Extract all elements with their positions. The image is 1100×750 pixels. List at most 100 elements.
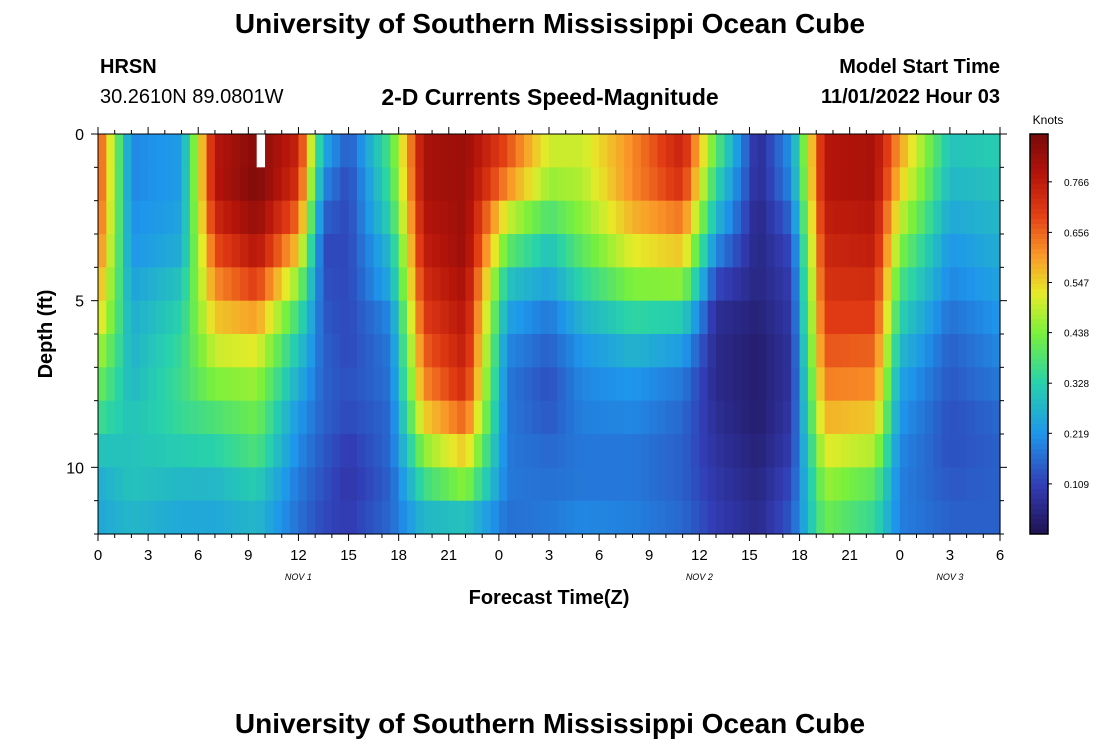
- heatmap-cell: [874, 200, 884, 235]
- colorbar-swatch: [1030, 339, 1048, 345]
- heatmap-cell: [114, 300, 124, 335]
- heatmap-cell: [974, 467, 984, 502]
- heatmap-cell: [949, 400, 959, 435]
- heatmap-cell: [849, 134, 859, 168]
- heatmap-cell: [373, 467, 383, 502]
- heatmap-cell: [265, 300, 274, 335]
- heatmap-cell: [273, 300, 283, 335]
- heatmap-cell: [649, 467, 659, 502]
- heatmap-cell: [365, 267, 375, 302]
- heatmap-cell: [315, 434, 325, 468]
- heatmap-cell: [816, 267, 826, 302]
- heatmap-cell: [724, 434, 734, 468]
- heatmap-cell: [381, 400, 391, 435]
- heatmap-cell: [407, 334, 416, 368]
- heatmap-cell: [791, 400, 801, 435]
- heatmap-cell: [607, 400, 617, 435]
- heatmap-cell: [615, 200, 625, 235]
- heatmap-cell: [849, 400, 859, 435]
- heatmap-cell: [323, 267, 333, 302]
- heatmap-cell: [106, 234, 116, 268]
- heatmap-cell: [757, 167, 767, 202]
- heatmap-cell: [156, 367, 166, 402]
- heatmap-cell: [899, 267, 909, 302]
- heatmap-cell: [173, 334, 183, 368]
- heatmap-cell: [356, 200, 366, 235]
- heatmap-cell: [866, 434, 876, 468]
- heatmap-cell: [916, 434, 926, 468]
- colorbar-tick-label: 0.766: [1064, 178, 1089, 189]
- heatmap-cell: [941, 400, 951, 435]
- colorbar-swatch: [1030, 299, 1048, 305]
- heatmap-cell: [390, 434, 400, 468]
- heatmap-cell: [732, 334, 742, 368]
- heatmap-cell: [724, 134, 734, 168]
- heatmap-cell: [816, 467, 826, 502]
- heatmap-cell: [966, 500, 976, 535]
- heatmap-cell: [891, 434, 901, 468]
- heatmap-cell: [816, 434, 826, 468]
- heatmap-cell: [682, 434, 692, 468]
- heatmap-cell: [615, 134, 625, 168]
- heatmap-cell: [916, 267, 926, 302]
- heatmap-cell: [323, 134, 333, 168]
- x-tick-label: 0: [896, 547, 904, 564]
- heatmap-cell: [832, 500, 842, 535]
- heatmap-cell: [106, 500, 116, 535]
- heatmap-cell: [849, 434, 859, 468]
- heatmap-cell: [832, 300, 842, 335]
- heatmap-cell: [373, 500, 383, 535]
- x-tick-label: 6: [194, 547, 202, 564]
- heatmap-cell: [98, 467, 107, 502]
- colorbar-swatch: [1030, 489, 1048, 495]
- heatmap-cell: [674, 134, 684, 168]
- heatmap-cell: [356, 234, 366, 268]
- heatmap-cell: [432, 467, 442, 502]
- heatmap-cell: [432, 367, 442, 402]
- heatmap-cell: [958, 334, 968, 368]
- heatmap-cell: [164, 134, 174, 168]
- colorbar-swatch: [1030, 494, 1048, 500]
- heatmap-cell: [766, 167, 776, 202]
- heatmap-cell: [515, 400, 525, 435]
- heatmap-cell: [941, 167, 951, 202]
- heatmap-cell: [858, 334, 867, 368]
- colorbar-swatch: [1030, 414, 1048, 420]
- heatmap-cell: [866, 300, 876, 335]
- heatmap-cell: [231, 134, 241, 168]
- colorbar-swatch: [1030, 509, 1048, 515]
- heatmap-cell: [440, 400, 450, 435]
- heatmap-cell: [874, 167, 884, 202]
- heatmap-cell: [340, 134, 350, 168]
- heatmap-cell: [933, 300, 943, 335]
- plot-title: 2-D Currents Speed-Magnitude: [381, 84, 719, 110]
- heatmap-cell: [632, 167, 642, 202]
- heatmap-cell: [498, 400, 508, 435]
- heatmap-cell: [398, 434, 408, 468]
- heatmap-cell: [256, 434, 266, 468]
- heatmap-cell: [649, 434, 659, 468]
- heatmap-cell: [883, 467, 893, 502]
- heatmap-cell: [290, 300, 300, 335]
- heatmap-cell: [440, 234, 450, 268]
- heatmap-cell: [632, 467, 642, 502]
- heatmap-cell: [966, 300, 976, 335]
- heatmap-cell: [532, 134, 542, 168]
- heatmap-cell: [131, 500, 141, 535]
- heatmap-cell: [649, 267, 659, 302]
- heatmap-cell: [473, 500, 483, 535]
- heatmap-cell: [540, 200, 550, 235]
- heatmap-cell: [214, 234, 224, 268]
- colorbar-label: Knots: [1033, 113, 1064, 127]
- heatmap-cell: [974, 334, 984, 368]
- heatmap-cell: [457, 367, 467, 402]
- heatmap-cell: [816, 167, 826, 202]
- heatmap-cell: [816, 500, 826, 535]
- heatmap-cell: [549, 267, 558, 302]
- y-tick-label: 0: [75, 127, 84, 144]
- heatmap-cell: [657, 234, 667, 268]
- heatmap-cell: [757, 200, 767, 235]
- heatmap-cell: [983, 434, 993, 468]
- heatmap-cell: [423, 134, 433, 168]
- heatmap-cell: [599, 267, 609, 302]
